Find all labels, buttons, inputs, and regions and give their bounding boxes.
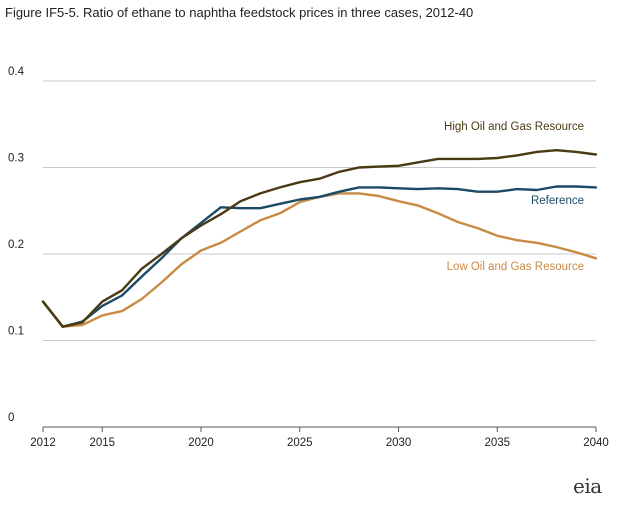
y-tick-label: 0.4 xyxy=(8,66,25,78)
x-tick-label: 2012 xyxy=(30,437,56,449)
x-tick-label: 2040 xyxy=(583,437,609,449)
x-tick-label: 2030 xyxy=(386,437,412,449)
series-line-reference xyxy=(41,185,598,328)
y-tick-label: 0.3 xyxy=(8,153,24,165)
eia-logo: eia xyxy=(573,474,602,498)
x-tick-label: 2015 xyxy=(89,437,115,449)
y-tick-label: 0 xyxy=(8,412,14,424)
chart-title: Figure IF5-5. Ratio of ethane to naphtha… xyxy=(5,5,474,20)
series-label: High Oil and Gas Resource xyxy=(444,121,584,133)
x-tick-label: 2020 xyxy=(188,437,214,449)
y-tick-label: 0.1 xyxy=(8,326,24,338)
series-label: Reference xyxy=(531,195,584,207)
gridlines xyxy=(43,80,596,341)
y-axis-ticks: 0 0.1 0.2 0.3 0.4 xyxy=(8,66,25,424)
x-axis: 2012 2015 2020 2025 2030 2035 2040 xyxy=(30,426,609,449)
x-tick-label: 2025 xyxy=(287,437,313,449)
series-line-high-oil-and-gas-resource xyxy=(41,148,598,328)
y-tick-label: 0.2 xyxy=(8,239,24,251)
series-lines xyxy=(41,148,598,328)
x-tick-label: 2035 xyxy=(484,437,510,449)
series-labels: High Oil and Gas Resource Reference Low Oi… xyxy=(444,121,584,273)
series-label: Low Oil and Gas Resource xyxy=(447,261,584,273)
